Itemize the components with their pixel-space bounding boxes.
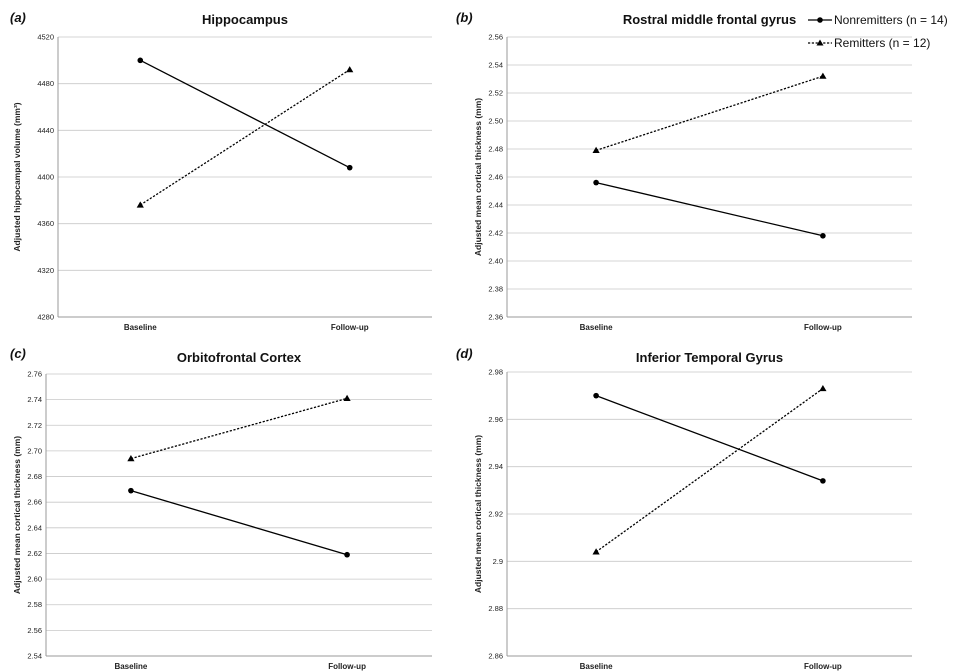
y-tick-label: 4400: [37, 173, 54, 182]
y-tick-label: 2.92: [488, 510, 503, 519]
y-tick-label: 4480: [37, 79, 54, 88]
y-tick-label: 2.48: [488, 145, 503, 154]
data-point-remitters: [592, 548, 600, 555]
y-tick-label: 2.44: [488, 201, 503, 210]
legend-entry-nonremitters: Nonremitters (n = 14): [808, 13, 948, 27]
series-line-remitters: [139, 69, 351, 206]
y-tick-label: 2.46: [488, 173, 503, 182]
series-line-nonremitters: [595, 181, 824, 237]
data-point-remitters: [346, 66, 354, 73]
y-tick-label: 2.64: [27, 523, 42, 532]
panel-title: Hippocampus: [202, 12, 288, 27]
y-tick-label: 2.50: [488, 117, 503, 126]
legend-marker-triangle: [816, 39, 824, 46]
panel-title: Orbitofrontal Cortex: [177, 350, 302, 365]
data-point-remitters: [127, 455, 135, 462]
chart-panels: 4280 4320 4360 4400 4440 4480 4520 Baseline Foll…: [10, 10, 912, 671]
y-tick-label: 2.66: [27, 498, 42, 507]
series-line-nonremitters: [139, 59, 351, 169]
y-tick-label: 2.86: [488, 652, 503, 661]
legend-marker-circle: [817, 17, 823, 23]
series-line-nonremitters: [595, 395, 824, 482]
chart-panel-4: 2.86 2.88 2.9 2.92 2.94 2.96 2.98 Baseline Follo…: [456, 346, 912, 671]
data-point-remitters: [592, 146, 600, 153]
y-tick-label: 2.56: [27, 626, 42, 635]
chart-panel-1: 4280 4320 4360 4400 4440 4480 4520 Baseline Foll…: [10, 10, 432, 332]
y-tick-label: 2.96: [488, 415, 503, 424]
panel-letter: (d): [456, 346, 473, 361]
chart-panel-2: 2.36 2.38 2.40 2.42 2.44 2.46 2.48 2.50 2.52 2.54…: [456, 10, 912, 332]
data-point-nonremitters: [344, 551, 350, 558]
data-point-nonremitters: [593, 179, 599, 186]
series-line-nonremitters: [130, 490, 348, 556]
y-tick-label: 2.68: [27, 472, 42, 481]
data-point-nonremitters: [346, 164, 353, 171]
y-tick-label: 2.56: [488, 33, 503, 42]
series-line-remitters: [595, 75, 824, 152]
y-axis-label: Adjusted hippocampal volume (mm³): [12, 102, 22, 251]
y-tick-label: 2.60: [27, 575, 42, 584]
y-tick-label: 2.62: [27, 549, 42, 558]
y-tick-label: 2.38: [488, 285, 503, 294]
legend-entry-remitters: Remitters (n = 12): [808, 36, 930, 50]
y-tick-label: 4520: [37, 33, 54, 42]
x-tick-label: Baseline: [580, 662, 613, 671]
y-tick-label: 2.58: [27, 600, 42, 609]
x-tick-label: Baseline: [124, 323, 157, 332]
y-tick-label: 2.52: [488, 89, 503, 98]
y-axis-label: Adjusted mean cortical thickness (mm): [473, 435, 483, 593]
y-tick-label: 2.54: [27, 652, 42, 661]
x-tick-label: Baseline: [580, 323, 613, 332]
data-point-remitters: [819, 384, 827, 392]
data-point-nonremitters: [137, 57, 144, 64]
x-tick-label: Follow-up: [804, 323, 842, 332]
data-point-nonremitters: [128, 487, 134, 494]
data-point-nonremitters: [820, 478, 826, 484]
series-line-remitters: [595, 388, 824, 553]
y-tick-label: 2.36: [488, 313, 503, 322]
panel-letter: (a): [10, 10, 26, 25]
y-tick-label: 2.9: [493, 557, 503, 566]
x-tick-label: Follow-up: [804, 662, 842, 671]
y-tick-label: 4440: [37, 126, 54, 135]
panel-letter: (b): [456, 10, 473, 25]
data-point-nonremitters: [820, 233, 826, 239]
legend-label-nonremitters: Nonremitters (n = 14): [834, 13, 948, 27]
data-point-remitters: [819, 72, 827, 79]
y-tick-label: 4360: [37, 219, 54, 228]
y-tick-label: 2.42: [488, 229, 503, 238]
panel-title: Inferior Temporal Gyrus: [636, 350, 783, 365]
y-tick-label: 2.70: [27, 446, 42, 455]
y-tick-label: 2.88: [488, 604, 503, 613]
legend: Nonremitters (n = 14) Remitters (n = 12): [808, 13, 948, 50]
y-axis-label: Adjusted mean cortical thickness (mm): [473, 98, 483, 256]
y-tick-label: 4320: [37, 266, 54, 275]
y-tick-label: 2.72: [27, 421, 42, 430]
legend-label-remitters: Remitters (n = 12): [834, 36, 930, 50]
series-line-remitters: [130, 397, 348, 460]
y-tick-label: 2.54: [488, 61, 503, 70]
chart-panel-3: 2.54 2.56 2.58 2.60 2.62 2.64 2.66 2.68 2.70 2.72…: [10, 346, 432, 671]
data-point-remitters: [136, 201, 144, 208]
y-tick-label: 2.40: [488, 257, 503, 266]
x-tick-label: Baseline: [114, 662, 147, 671]
data-point-nonremitters: [593, 392, 599, 399]
y-tick-label: 4280: [37, 313, 54, 322]
x-tick-label: Follow-up: [328, 662, 366, 671]
x-tick-label: Follow-up: [331, 323, 369, 332]
panel-title: Rostral middle frontal gyrus: [623, 12, 796, 27]
y-tick-label: 2.94: [488, 462, 503, 471]
y-tick-label: 2.74: [27, 395, 42, 404]
y-axis-label: Adjusted mean cortical thickness (mm): [12, 436, 22, 594]
data-point-remitters: [343, 394, 351, 401]
y-tick-label: 2.76: [27, 370, 42, 379]
panel-letter: (c): [10, 346, 26, 361]
y-tick-label: 2.98: [488, 368, 503, 377]
